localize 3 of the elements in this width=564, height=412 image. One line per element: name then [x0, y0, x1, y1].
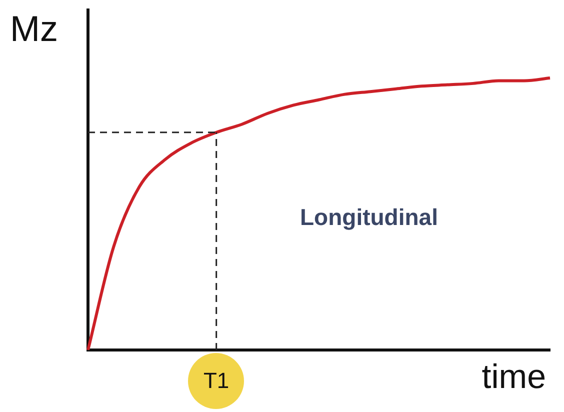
x-axis-title: time [482, 358, 546, 397]
y-axis-title: Mz [10, 8, 58, 50]
annotation: Longitudinal [300, 204, 438, 231]
